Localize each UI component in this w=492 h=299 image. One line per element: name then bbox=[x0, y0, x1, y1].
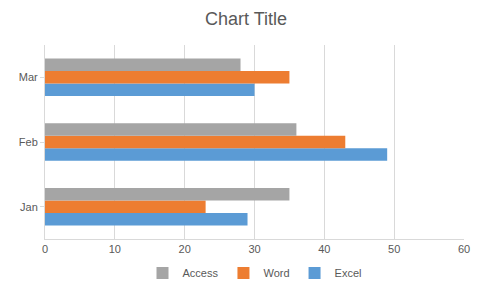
svg-text:30: 30 bbox=[248, 243, 260, 255]
svg-text:Access: Access bbox=[183, 267, 219, 279]
svg-text:Feb: Feb bbox=[19, 136, 38, 148]
svg-text:Jan: Jan bbox=[20, 201, 38, 213]
svg-text:10: 10 bbox=[109, 243, 121, 255]
svg-text:40: 40 bbox=[318, 243, 330, 255]
svg-text:60: 60 bbox=[458, 243, 470, 255]
svg-text:Mar: Mar bbox=[19, 71, 38, 83]
svg-text:Word: Word bbox=[263, 267, 289, 279]
svg-text:Excel: Excel bbox=[335, 267, 362, 279]
svg-text:Chart Title: Chart Title bbox=[205, 9, 287, 29]
svg-text:50: 50 bbox=[388, 243, 400, 255]
svg-text:20: 20 bbox=[179, 243, 191, 255]
svg-text:0: 0 bbox=[42, 243, 48, 255]
